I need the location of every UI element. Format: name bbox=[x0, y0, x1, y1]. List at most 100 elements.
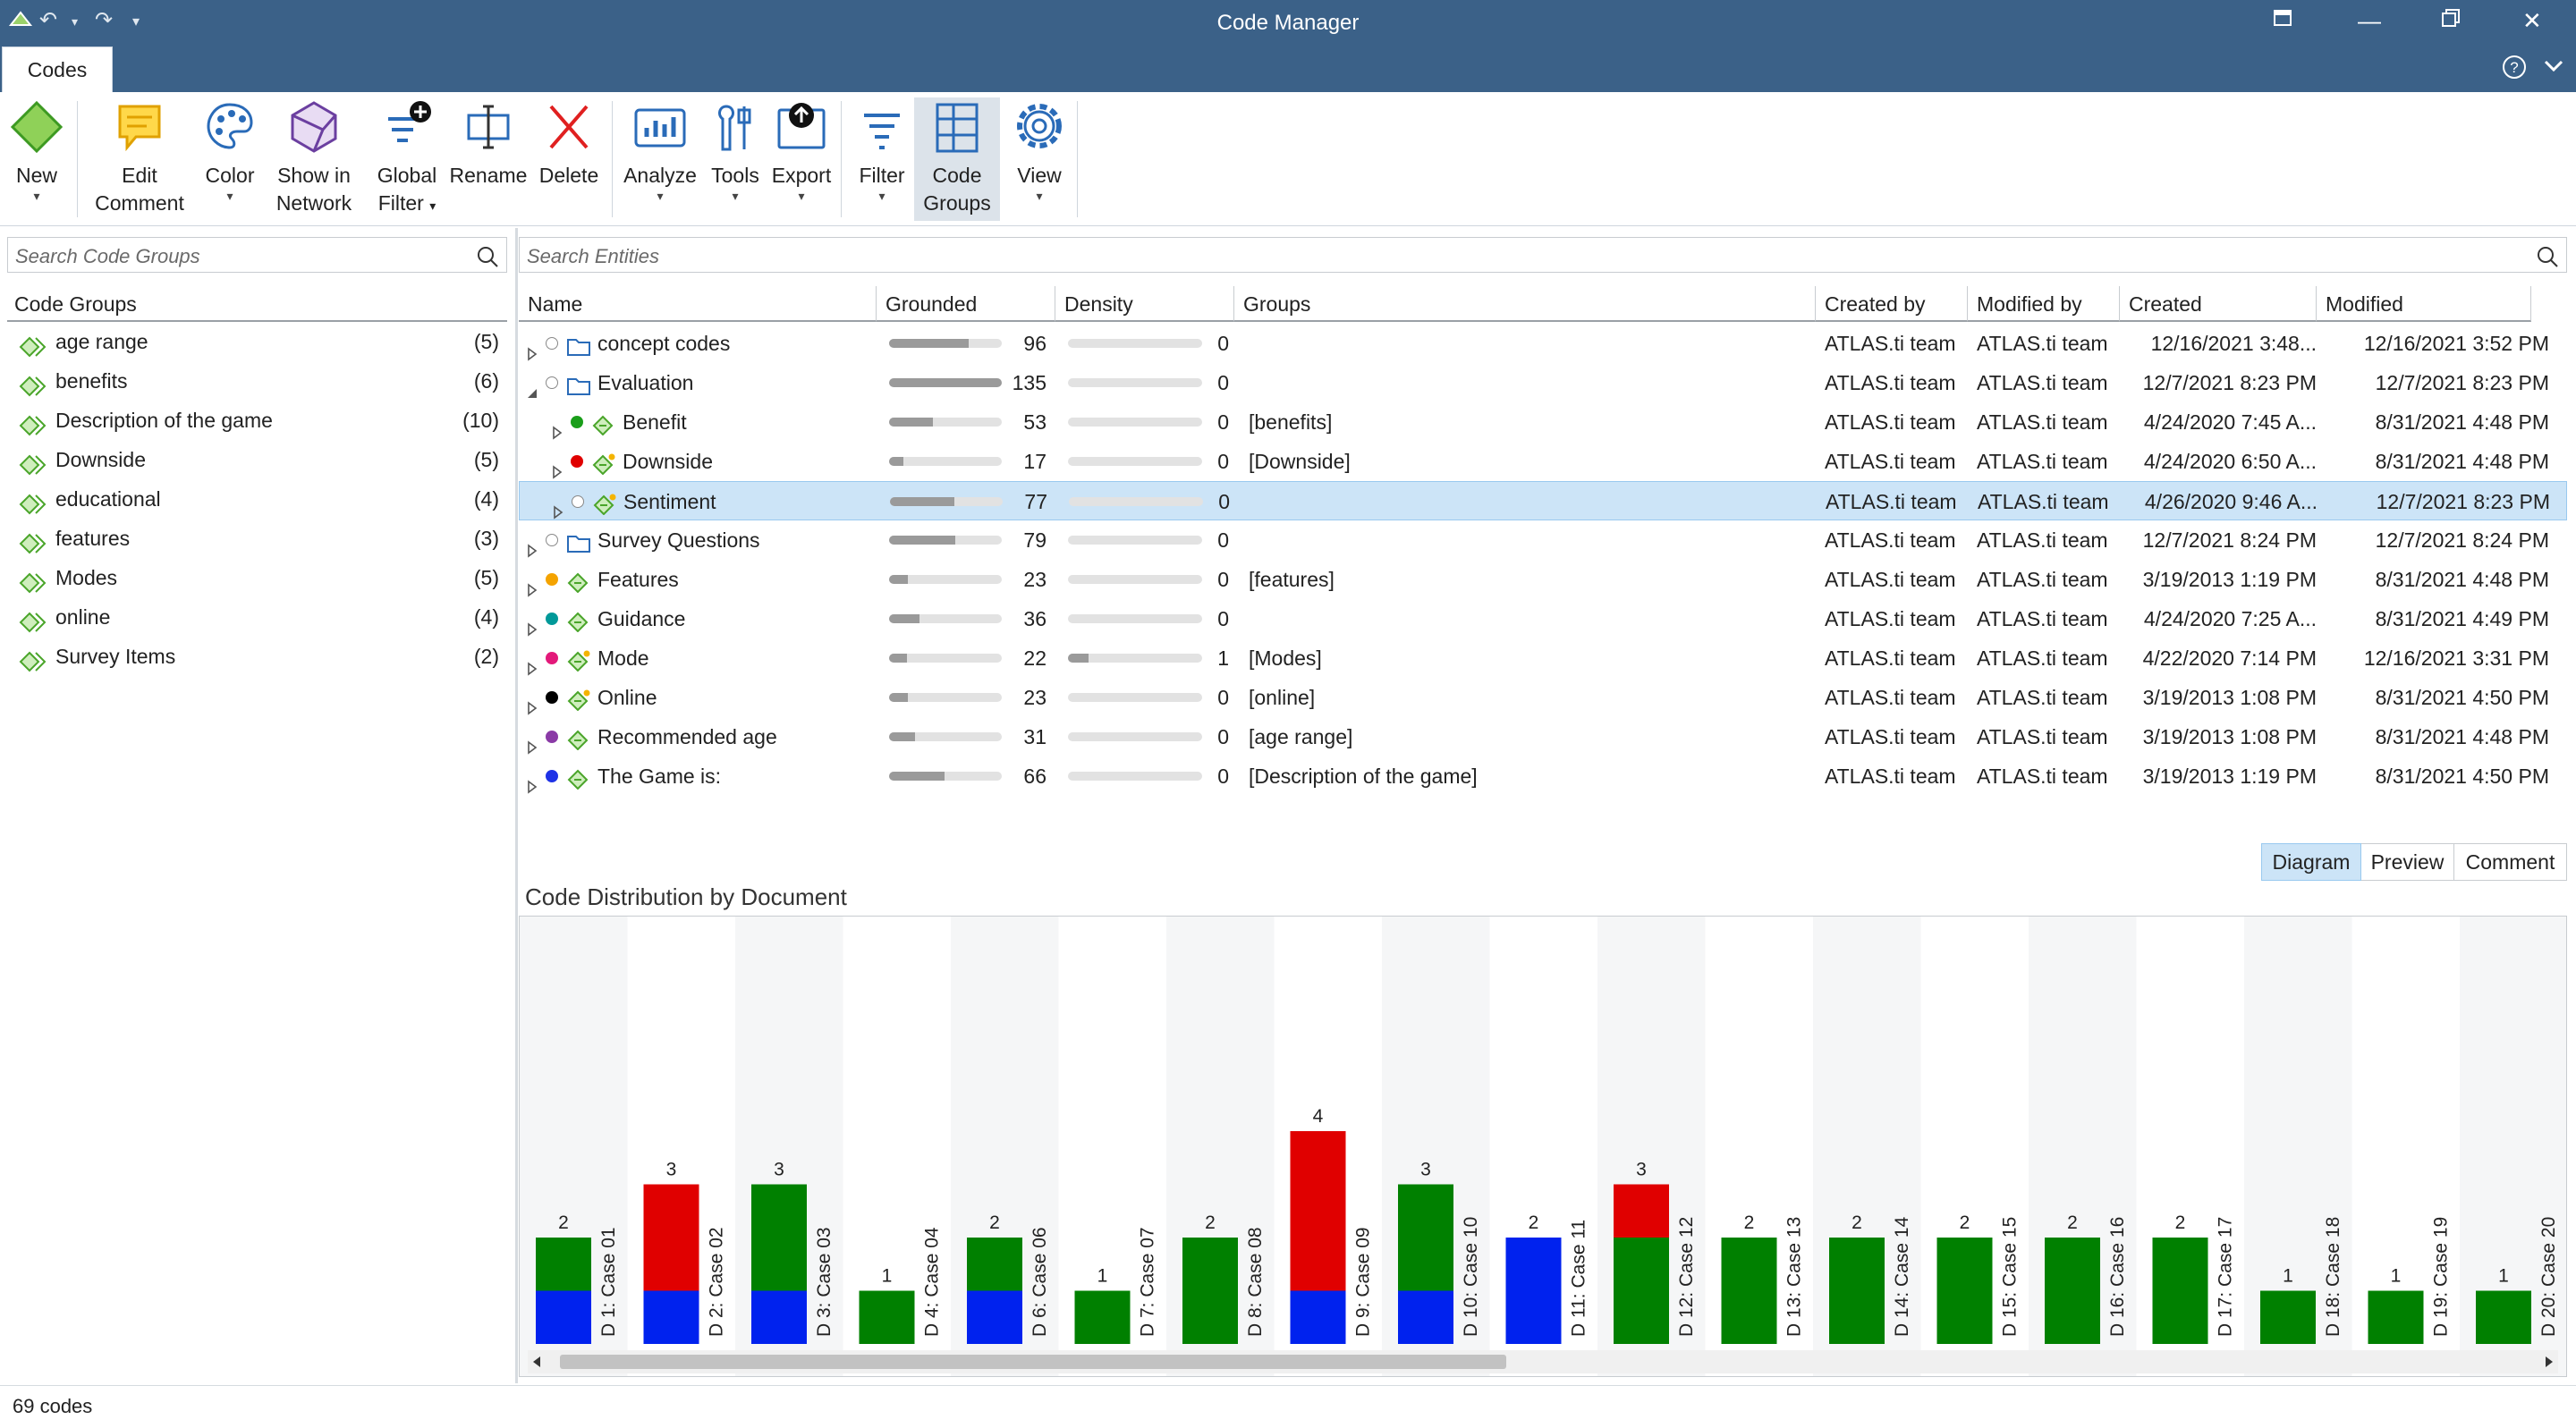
code-group-item[interactable]: Survey Items (2) bbox=[13, 637, 504, 676]
grounded-value: 135 bbox=[1012, 371, 1046, 394]
chart-category-label: D 6: Case 06 bbox=[1030, 1227, 1050, 1337]
code-group-item[interactable]: online (4) bbox=[13, 597, 504, 637]
table-row[interactable]: Benefit 53 0 [benefits] ATLAS.ti team ATLAS.t… bbox=[519, 402, 2567, 442]
code-group-item[interactable]: age range (5) bbox=[13, 322, 504, 361]
grounded-bar bbox=[889, 457, 1002, 466]
tab-comment[interactable]: Comment bbox=[2454, 843, 2567, 881]
show-in-network-button[interactable]: Show in Network bbox=[265, 97, 363, 221]
table-row[interactable]: Evaluation 135 0 ATLAS.ti team ATLAS.ti team… bbox=[519, 363, 2567, 402]
table-row[interactable]: Guidance 36 0 ATLAS.ti team ATLAS.ti team 4/2… bbox=[519, 599, 2567, 638]
collapse-ribbon-icon[interactable] bbox=[2542, 54, 2565, 83]
customize-toolbar-icon[interactable]: ▾ bbox=[132, 14, 140, 30]
column-header[interactable]: Grounded bbox=[877, 286, 1055, 322]
restore-icon[interactable] bbox=[2440, 7, 2462, 35]
modified-by-value: ATLAS.ti team bbox=[1978, 490, 2109, 513]
created-by-value: ATLAS.ti team bbox=[1825, 371, 1956, 394]
chevron-down-icon: ▾ bbox=[878, 189, 886, 203]
code-group-icon bbox=[18, 606, 48, 646]
table-row[interactable]: Features 23 0 [features] ATLAS.ti team ATLAS.… bbox=[519, 560, 2567, 599]
density-bar bbox=[1068, 575, 1202, 584]
code-group-item[interactable]: features (3) bbox=[13, 519, 504, 558]
color-dot-icon bbox=[546, 691, 558, 704]
chart-category-label: D 8: Case 08 bbox=[1245, 1227, 1266, 1337]
chart-bar-segment bbox=[1721, 1238, 1777, 1344]
view-button[interactable]: View ▾ bbox=[1004, 97, 1075, 221]
table-row[interactable]: Sentiment 77 0 ATLAS.ti team ATLAS.ti team 4/… bbox=[519, 481, 2567, 520]
tab-diagram[interactable]: Diagram bbox=[2261, 843, 2361, 881]
tools-button[interactable]: Tools ▾ bbox=[703, 97, 767, 221]
modified-by-value: ATLAS.ti team bbox=[1977, 410, 2108, 434]
tab-preview[interactable]: Preview bbox=[2361, 843, 2454, 881]
close-icon[interactable]: ✕ bbox=[2522, 7, 2542, 34]
table-row[interactable]: Survey Questions 79 0 ATLAS.ti team ATLAS.ti… bbox=[519, 520, 2567, 560]
minimize-icon[interactable]: — bbox=[2358, 7, 2381, 34]
created-value: 12/16/2021 3:48... bbox=[2150, 332, 2317, 355]
chart-data-label: 2 bbox=[2067, 1213, 2078, 1233]
chart-horizontal-scrollbar[interactable] bbox=[528, 1350, 2558, 1373]
app-icon bbox=[7, 5, 34, 38]
created-value: 4/24/2020 6:50 A... bbox=[2143, 450, 2317, 473]
chart-category-label: D 9: Case 09 bbox=[1353, 1227, 1374, 1337]
column-header[interactable]: Density bbox=[1055, 286, 1234, 322]
chart-category-label: D 1: Case 01 bbox=[598, 1227, 619, 1337]
table-row[interactable]: The Game is: 66 0 [Description of the game]… bbox=[519, 756, 2567, 796]
undo-dropdown-icon[interactable]: ▾ bbox=[72, 14, 79, 29]
table-row[interactable]: Downside 17 0 [Downside] ATLAS.ti team ATLAS.… bbox=[519, 442, 2567, 481]
table-row[interactable]: concept codes 96 0 ATLAS.ti team ATLAS.ti te… bbox=[519, 324, 2567, 363]
grounded-value: 23 bbox=[1023, 686, 1046, 709]
entity-name: Online bbox=[597, 686, 657, 709]
grounded-value: 66 bbox=[1023, 765, 1046, 788]
chart-category-label: D 15: Case 15 bbox=[2000, 1217, 2021, 1337]
table-row[interactable]: Mode 22 1 [Modes] ATLAS.ti team ATLAS.ti team… bbox=[519, 638, 2567, 678]
code-icon bbox=[590, 410, 617, 435]
search-entities-input[interactable]: Search Entities bbox=[519, 237, 2567, 273]
grounded-value: 96 bbox=[1023, 332, 1046, 355]
code-group-item[interactable]: Downside (5) bbox=[13, 440, 504, 479]
table-row[interactable]: Recommended age 31 0 [age range] ATLAS.ti te… bbox=[519, 717, 2567, 756]
folder-icon bbox=[565, 332, 592, 357]
chart-data-label: 2 bbox=[1852, 1213, 1862, 1233]
modified-value: 8/31/2021 4:49 PM bbox=[2375, 607, 2549, 630]
new-button[interactable]: New ▾ bbox=[5, 97, 68, 221]
column-header[interactable]: Modified by bbox=[1968, 286, 2120, 322]
chart-data-label: 1 bbox=[1097, 1266, 1108, 1287]
redo-icon[interactable]: ↷ bbox=[95, 8, 114, 32]
code-group-item[interactable]: Description of the game (10) bbox=[13, 401, 504, 440]
chevron-down-icon: ▾ bbox=[33, 189, 40, 203]
column-header[interactable]: Created by bbox=[1816, 286, 1968, 322]
analyze-button[interactable]: Analyze ▾ bbox=[619, 97, 701, 221]
column-header[interactable]: Created bbox=[2120, 286, 2317, 322]
chart-data-label: 2 bbox=[1744, 1213, 1755, 1233]
global-filter-button[interactable]: Global Filter ▾ bbox=[367, 97, 447, 221]
density-value: 0 bbox=[1217, 765, 1229, 788]
grounded-bar bbox=[890, 497, 1003, 506]
chart-bar-segment bbox=[967, 1238, 1022, 1291]
code-groups-button[interactable]: Code Groups bbox=[914, 97, 1000, 221]
code-group-item[interactable]: Modes (5) bbox=[13, 558, 504, 597]
column-header[interactable]: Name bbox=[519, 286, 877, 322]
ribbon-display-icon[interactable] bbox=[2272, 7, 2293, 35]
panel-splitter[interactable] bbox=[515, 228, 518, 1383]
delete-button[interactable]: Delete bbox=[531, 97, 606, 221]
column-header[interactable]: Modified bbox=[2317, 286, 2531, 322]
column-header[interactable]: Groups bbox=[1234, 286, 1816, 322]
rename-button[interactable]: Rename bbox=[447, 97, 530, 221]
created-value: 3/19/2013 1:08 PM bbox=[2142, 725, 2317, 748]
tab-codes[interactable]: Codes bbox=[2, 46, 113, 92]
help-icon[interactable]: ? bbox=[2501, 54, 2528, 87]
modified-by-value: ATLAS.ti team bbox=[1977, 371, 2108, 394]
chevron-down-icon: ▾ bbox=[798, 189, 805, 203]
undo-icon[interactable]: ↶ bbox=[39, 8, 58, 32]
export-icon bbox=[769, 97, 834, 162]
export-button[interactable]: Export ▾ bbox=[769, 97, 834, 221]
groups-value: [online] bbox=[1249, 686, 1316, 709]
table-row[interactable]: Online 23 0 [online] ATLAS.ti team ATLAS.ti t… bbox=[519, 678, 2567, 717]
code-group-item[interactable]: benefits (6) bbox=[13, 361, 504, 401]
search-code-groups-input[interactable]: Search Code Groups bbox=[7, 237, 507, 273]
color-button[interactable]: Color ▾ bbox=[197, 97, 263, 221]
code-group-item[interactable]: educational (4) bbox=[13, 479, 504, 519]
edit-comment-button[interactable]: Edit Comment bbox=[86, 97, 193, 221]
created-value: 4/24/2020 7:25 A... bbox=[2143, 607, 2317, 630]
filter-button[interactable]: Filter ▾ bbox=[850, 97, 914, 221]
code-groups-header[interactable]: Code Groups bbox=[7, 286, 507, 322]
